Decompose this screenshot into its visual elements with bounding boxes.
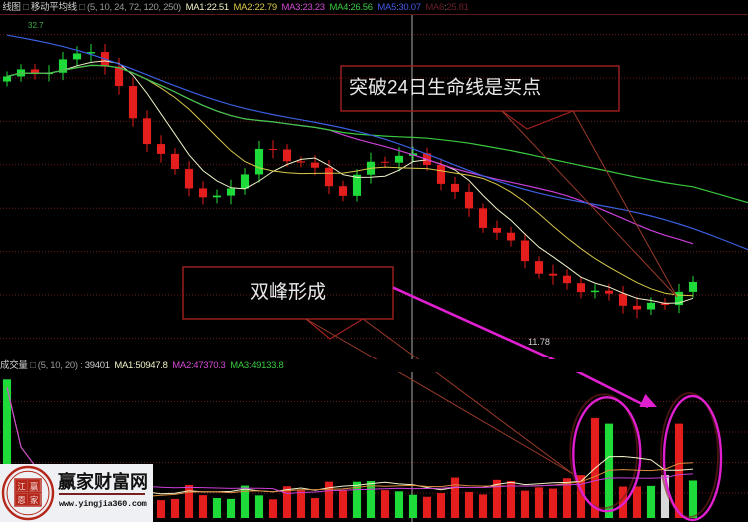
svg-text:32.7: 32.7: [28, 21, 44, 30]
svg-text:赢: 赢: [30, 482, 38, 492]
svg-text:恩: 恩: [17, 495, 25, 505]
svg-text:家: 家: [30, 495, 39, 505]
svg-text:江: 江: [17, 482, 25, 492]
svg-text:突破24日生命线是买点: 突破24日生命线是买点: [349, 77, 541, 99]
svg-text:11.78: 11.78: [528, 337, 550, 347]
svg-text:双峰形成: 双峰形成: [250, 281, 326, 303]
